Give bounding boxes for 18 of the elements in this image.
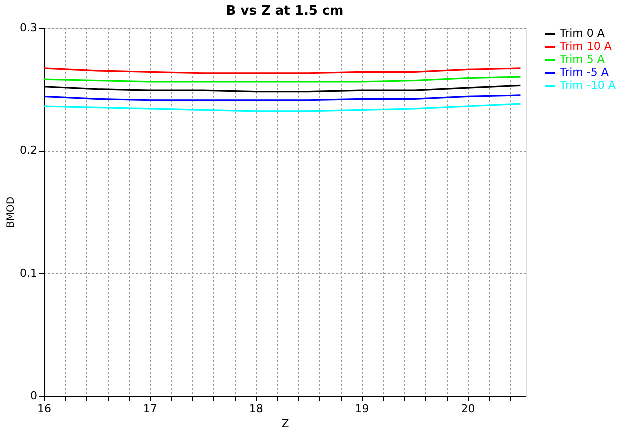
x-tick-label: 16 — [38, 402, 52, 416]
y-tick-label: 0 — [30, 390, 38, 402]
x-tick-label: 20 — [461, 402, 476, 416]
y-axis-title: BMOD — [6, 196, 18, 228]
line-series — [44, 103, 522, 112]
legend-label: Trim -10 A — [559, 79, 616, 92]
legend-label: Trim -5 A — [559, 66, 610, 79]
legend-label: Trim 5 A — [559, 53, 606, 66]
legend-label: Trim 0 A — [559, 27, 606, 40]
x-tick-label: 17 — [143, 402, 158, 416]
chart-title: B vs Z at 1.5 cm — [226, 4, 344, 19]
x-axis-title: Z — [282, 418, 290, 430]
x-tick-label: 19 — [355, 402, 370, 416]
y-tick-label: 0.1 — [20, 266, 38, 280]
x-tick-label: 18 — [249, 402, 264, 416]
y-tick-label: 0.2 — [20, 144, 38, 158]
legend-label: Trim 10 A — [559, 40, 612, 53]
y-tick-label: 0.3 — [20, 22, 38, 34]
